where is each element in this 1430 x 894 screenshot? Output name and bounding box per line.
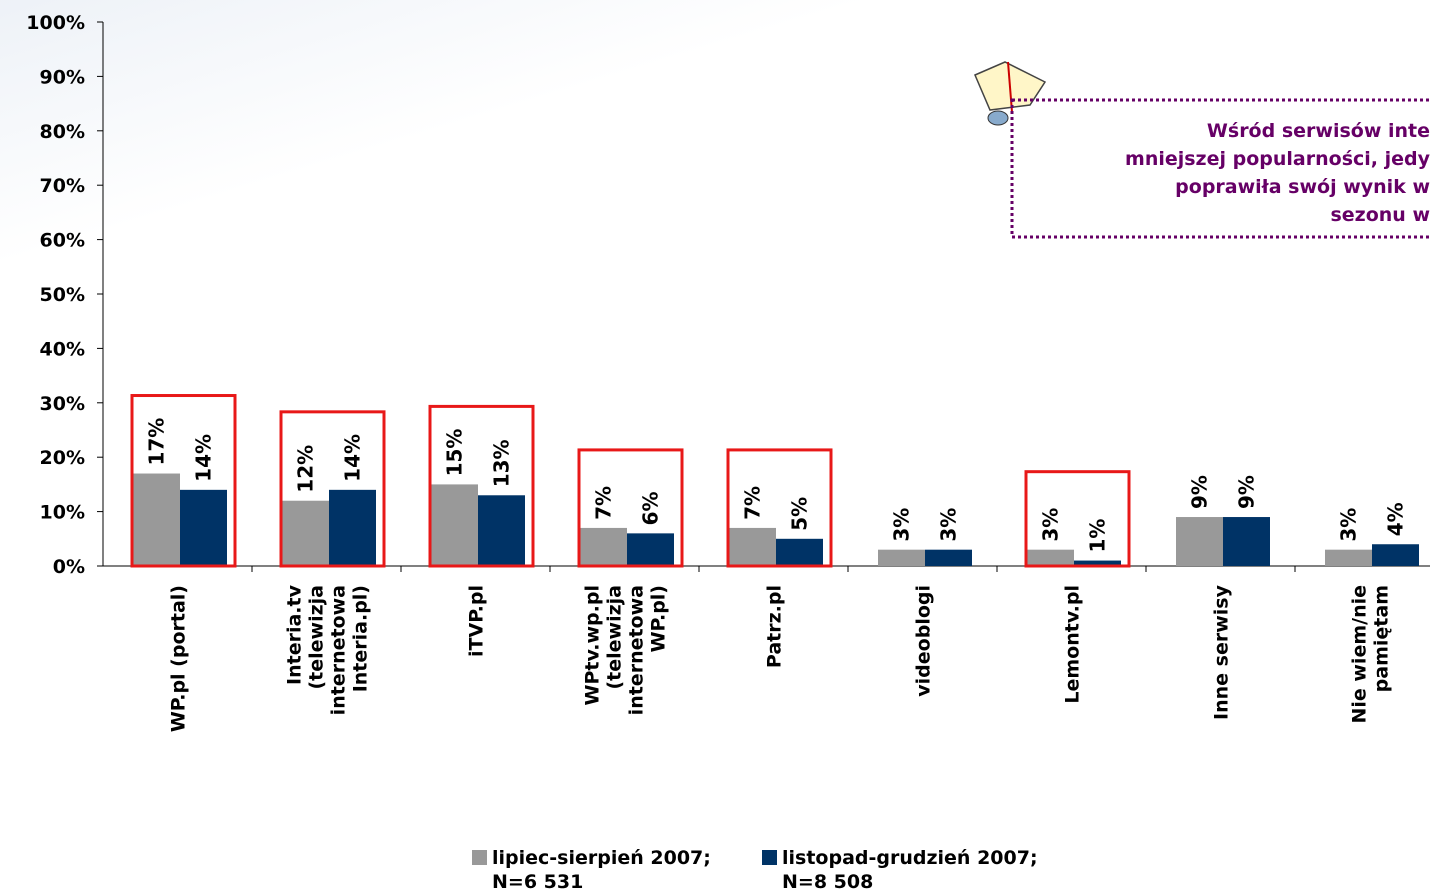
value-label: 3% [1337, 508, 1361, 542]
legend-swatch [762, 850, 777, 865]
bar [925, 549, 972, 566]
bar [180, 489, 227, 566]
value-label: 7% [741, 486, 765, 520]
y-tick-label: 0% [53, 556, 85, 578]
value-label: 17% [145, 418, 169, 466]
legend-item: lipiec-sierpień 2007; N=6 531 [472, 846, 711, 894]
y-tick-label: 60% [40, 230, 85, 252]
value-label: 4% [1384, 502, 1408, 536]
y-tick-label: 90% [40, 66, 85, 88]
bar [580, 527, 627, 566]
highlight-box [279, 410, 386, 568]
x-tick-label: Interia.pl) [350, 585, 372, 692]
legend-item: listopad-grudzień 2007; N=8 508 [762, 846, 1038, 894]
x-tick-label: Patrz.pl [764, 585, 786, 668]
annotation-text: poprawiła swój wynik w [1175, 176, 1430, 198]
value-label: 6% [639, 491, 663, 525]
bar [478, 495, 525, 566]
value-label: 12% [294, 445, 318, 493]
bar [282, 500, 329, 566]
highlight-box [577, 448, 684, 568]
x-tick-label: WPtv.wp.pl [582, 585, 604, 706]
value-label: 14% [192, 434, 216, 482]
value-label: 3% [937, 508, 961, 542]
y-tick-label: 10% [40, 502, 85, 524]
value-label: 5% [788, 497, 812, 531]
x-tick-label: (telewizja [604, 585, 626, 690]
x-tick-label: iTVP.pl [466, 585, 488, 657]
annotation-text: sezonu w [1330, 204, 1430, 226]
bar [1325, 549, 1372, 566]
legend-label: lipiec-sierpień 2007; N=6 531 [492, 847, 711, 893]
x-tick-label: Inne serwisy [1211, 584, 1233, 720]
legend-label: listopad-grudzień 2007; N=8 508 [782, 847, 1038, 893]
x-tick-label: internetowa [626, 585, 648, 715]
value-label: 9% [1235, 475, 1259, 509]
x-tick-label: WP.pl) [648, 585, 670, 652]
bar [133, 473, 180, 566]
highlight-box [726, 448, 833, 568]
bar [1372, 544, 1419, 566]
value-label: 3% [890, 508, 914, 542]
y-tick-label: 70% [40, 175, 85, 197]
x-tick-label: Nie wiem/nie [1349, 585, 1371, 724]
y-tick-label: 40% [40, 338, 85, 360]
bar [1027, 549, 1074, 566]
bar [431, 484, 478, 566]
bar [627, 533, 674, 566]
x-tick-label: Lemontv.pl [1062, 585, 1084, 704]
bar [776, 538, 823, 566]
y-tick-label: 80% [40, 121, 85, 143]
value-label: 7% [592, 486, 616, 520]
x-tick-label: pamiętam [1371, 585, 1393, 692]
y-tick-label: 100% [26, 12, 85, 34]
value-label: 14% [341, 434, 365, 482]
x-tick-label: (telewizja [306, 585, 328, 690]
x-tick-label: Interia.tv [284, 584, 306, 685]
value-label: 13% [490, 439, 514, 487]
note-icon [974, 61, 1047, 126]
bar [1176, 517, 1223, 566]
value-label: 1% [1086, 519, 1110, 553]
annotation-text: mniejszej popularności, jedy [1125, 148, 1430, 170]
background [0, 0, 1430, 260]
highlight-box [1024, 470, 1131, 568]
bar [329, 489, 376, 566]
bar [729, 527, 776, 566]
y-tick-label: 30% [40, 393, 85, 415]
value-label: 15% [443, 429, 467, 477]
annotation-text: Wśród serwisów inte [1207, 120, 1430, 142]
highlight-box [130, 394, 237, 568]
x-tick-label: WP.pl (portal) [168, 585, 190, 732]
bar [1223, 517, 1270, 566]
bar [1074, 560, 1121, 566]
x-tick-label: internetowa [328, 585, 350, 715]
bar [878, 549, 925, 566]
x-tick-label: videoblogi [913, 585, 935, 697]
y-tick-label: 20% [40, 447, 85, 469]
value-label: 3% [1039, 508, 1063, 542]
highlight-box [428, 404, 535, 568]
value-label: 9% [1188, 475, 1212, 509]
y-tick-label: 50% [40, 284, 85, 306]
legend-swatch [472, 850, 487, 865]
